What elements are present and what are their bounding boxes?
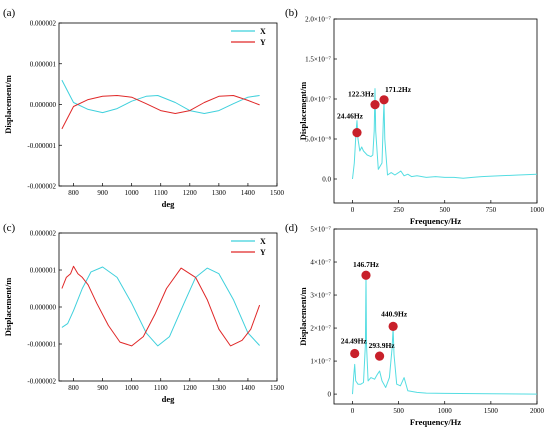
- panel-label: (b): [285, 7, 298, 19]
- x-tick-label: 1100: [154, 189, 168, 197]
- x-tick-label: 1300: [212, 384, 227, 392]
- x-tick-label: 1000: [125, 384, 140, 392]
- y-tick-label: 0.000002: [30, 20, 57, 28]
- y-tick-label: -0.000001: [27, 341, 56, 349]
- y-tick-label: 2×10⁻⁷: [310, 325, 331, 333]
- x-axis-label: deg: [162, 199, 176, 209]
- y-tick-label: 5×10⁻⁷: [310, 226, 331, 234]
- peak-label: 293.9Hz: [369, 341, 396, 350]
- x-tick-label: 1300: [212, 189, 227, 197]
- x-tick-label: 0: [351, 407, 355, 415]
- legend-label-x: X: [260, 27, 266, 36]
- x-tick-label: 900: [97, 189, 108, 197]
- plot-area: [61, 265, 261, 347]
- x-tick-label: 500: [393, 407, 404, 415]
- spectrum-line: [352, 88, 537, 180]
- plot-area: [61, 79, 260, 130]
- plot-frame: [58, 22, 278, 187]
- x-tick-label: 0: [351, 206, 355, 214]
- y-tick-label: 0.000002: [30, 230, 57, 238]
- y-axis-label: Displacement/m: [298, 287, 308, 346]
- legend-label-y: Y: [260, 248, 266, 257]
- spectrum-line: [352, 274, 537, 395]
- y-axis-label: Displacement/m: [298, 82, 308, 141]
- peak-marker: [379, 95, 389, 105]
- x-tick-label: 1200: [183, 384, 198, 392]
- peak-label: 171.2Hz: [385, 85, 412, 94]
- peak-label: 122.3Hz: [348, 90, 375, 99]
- x-tick-label: 800: [68, 384, 79, 392]
- peak-marker: [352, 128, 362, 138]
- series-line-x: [61, 266, 260, 347]
- peak-label: 146.7Hz: [353, 260, 380, 269]
- x-tick-label: 1000: [125, 189, 140, 197]
- y-tick-label: 0.000000: [30, 304, 57, 312]
- x-tick-label: 900: [97, 384, 108, 392]
- y-tick-label: 3×10⁻⁷: [310, 292, 331, 300]
- peak-label: 24.46Hz: [337, 112, 364, 121]
- y-tick-label: 0.0: [322, 176, 331, 184]
- y-tick-label: -0.000002: [27, 183, 56, 191]
- y-axis-label: Displacement/m: [3, 278, 13, 337]
- y-tick-label: 0: [328, 391, 332, 399]
- series-line-x: [61, 79, 260, 114]
- series-line-y: [61, 265, 261, 347]
- legend-label-y: Y: [260, 38, 266, 47]
- panel-b: (b) 0 250 500 750 1000 0.0 5.0×10⁻⁸ 1.0×10⁻⁷ 1.5×…: [285, 7, 545, 226]
- x-tick-label: 1100: [154, 384, 168, 392]
- plot-frame: [333, 228, 538, 405]
- x-tick-label: 1000: [530, 206, 545, 214]
- panel-a: (a) 800 900 1000 1100 1200 1300 1400 1500 -0.0000…: [3, 7, 285, 209]
- peak-label: 24.49Hz: [341, 336, 368, 345]
- plot-area: [352, 88, 537, 180]
- panel-c: (c) 800 900 1000 1100 1200 1300 1400 1500 -0.0000…: [3, 222, 285, 404]
- plot-frame: [333, 18, 538, 204]
- x-tick-label: 1400: [241, 189, 256, 197]
- panel-label: (a): [3, 7, 16, 19]
- x-tick-label: 1500: [270, 384, 285, 392]
- y-tick-label: 1.5×10⁻⁷: [305, 56, 331, 64]
- x-tick-label: 750: [486, 206, 497, 214]
- y-tick-label: 4×10⁻⁷: [310, 259, 331, 267]
- x-tick-label: 500: [439, 206, 450, 214]
- x-tick-label: 800: [68, 189, 79, 197]
- x-tick-label: 1400: [241, 384, 256, 392]
- x-tick-label: 2000: [530, 407, 545, 415]
- y-tick-label: -0.000001: [27, 142, 56, 150]
- y-tick-label: 0.000001: [30, 267, 57, 275]
- peak-marker: [361, 270, 371, 280]
- peak-marker: [374, 351, 385, 361]
- plot-area: [352, 274, 537, 395]
- x-axis-label: Frequency/Hz: [410, 216, 462, 226]
- x-axis-label: Frequency/Hz: [410, 417, 462, 427]
- panel-label: (c): [3, 222, 16, 234]
- peak-label: 440.9Hz: [381, 309, 408, 318]
- y-tick-label: 1×10⁻⁷: [310, 358, 331, 366]
- y-tick-label: 0.000000: [30, 101, 57, 109]
- peak-marker: [350, 348, 360, 359]
- y-tick-label: -0.000002: [27, 378, 56, 386]
- legend: XY: [231, 27, 266, 47]
- plot-frame: [58, 232, 278, 382]
- legend-label-x: X: [260, 237, 266, 246]
- x-tick-label: 1200: [183, 189, 198, 197]
- x-axis-label: deg: [162, 394, 176, 404]
- x-tick-label: 250: [393, 206, 404, 214]
- y-axis-label: Displacement/m: [3, 75, 13, 134]
- x-tick-label: 1500: [484, 407, 499, 415]
- y-tick-label: 1.0×10⁻⁷: [305, 96, 331, 104]
- y-tick-label: 0.000001: [30, 60, 57, 68]
- x-tick-label: 1000: [438, 407, 453, 415]
- series-line-y: [61, 95, 260, 130]
- peak-marker: [370, 100, 380, 110]
- peak-marker: [388, 321, 398, 332]
- legend: XY: [231, 237, 266, 257]
- panel-label: (d): [285, 222, 298, 234]
- y-tick-label: 2.0×10⁻⁷: [305, 16, 331, 24]
- y-tick-label: 5.0×10⁻⁸: [305, 136, 331, 144]
- panel-d: (d) 0 500 1000 1500 2000 0 1×10⁻⁷ 2×10⁻⁷ 3×10⁻⁷ 4×…: [285, 222, 545, 427]
- x-tick-label: 1500: [270, 189, 285, 197]
